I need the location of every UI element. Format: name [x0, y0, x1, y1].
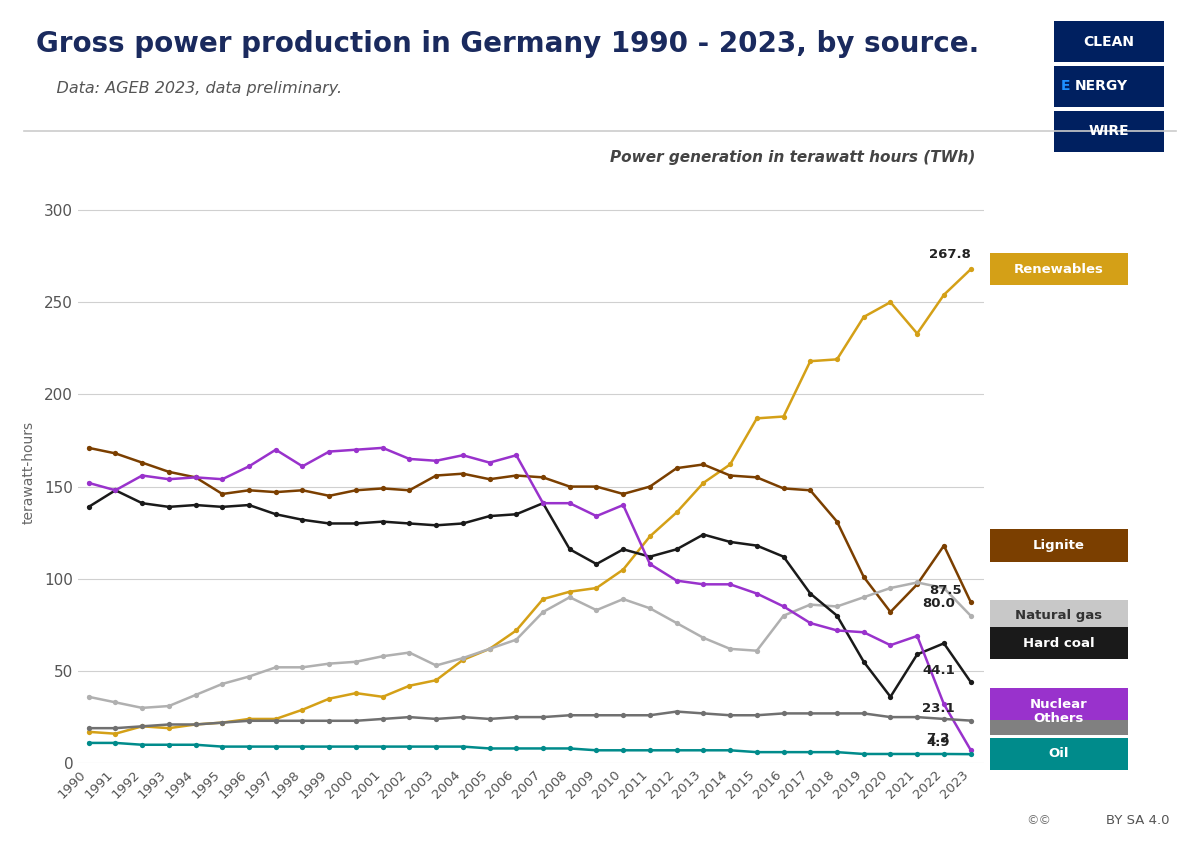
- Text: E: E: [1061, 80, 1070, 93]
- Text: 23.1: 23.1: [922, 702, 955, 715]
- Text: 4.9: 4.9: [926, 736, 949, 749]
- Text: Power generation in terawatt hours (TWh): Power generation in terawatt hours (TWh): [610, 150, 974, 165]
- Text: 267.8: 267.8: [929, 248, 971, 261]
- Text: WIRE: WIRE: [1088, 125, 1129, 138]
- Text: Oil: Oil: [1049, 747, 1069, 761]
- Text: Gross power production in Germany 1990 - 2023, by source.: Gross power production in Germany 1990 -…: [36, 30, 979, 58]
- Text: Hard coal: Hard coal: [1024, 637, 1094, 650]
- Text: ©©: ©©: [1026, 814, 1051, 827]
- Text: 7.2: 7.2: [926, 732, 949, 745]
- Text: Data: AGEB 2023, data preliminary.: Data: AGEB 2023, data preliminary.: [36, 81, 342, 96]
- Text: CLEAN: CLEAN: [1084, 35, 1134, 48]
- Text: NERGY: NERGY: [1075, 80, 1128, 93]
- Text: BY SA 4.0: BY SA 4.0: [1106, 814, 1170, 827]
- Text: Lignite: Lignite: [1033, 539, 1085, 552]
- Text: Others: Others: [1034, 712, 1084, 725]
- Text: Nuclear: Nuclear: [1030, 698, 1088, 711]
- Text: 44.1: 44.1: [922, 663, 955, 677]
- Text: 87.5: 87.5: [929, 583, 961, 596]
- Y-axis label: terawatt-hours: terawatt-hours: [22, 421, 36, 524]
- Text: Renewables: Renewables: [1014, 263, 1104, 276]
- Text: 80.0: 80.0: [922, 597, 955, 611]
- Text: Natural gas: Natural gas: [1015, 609, 1103, 622]
